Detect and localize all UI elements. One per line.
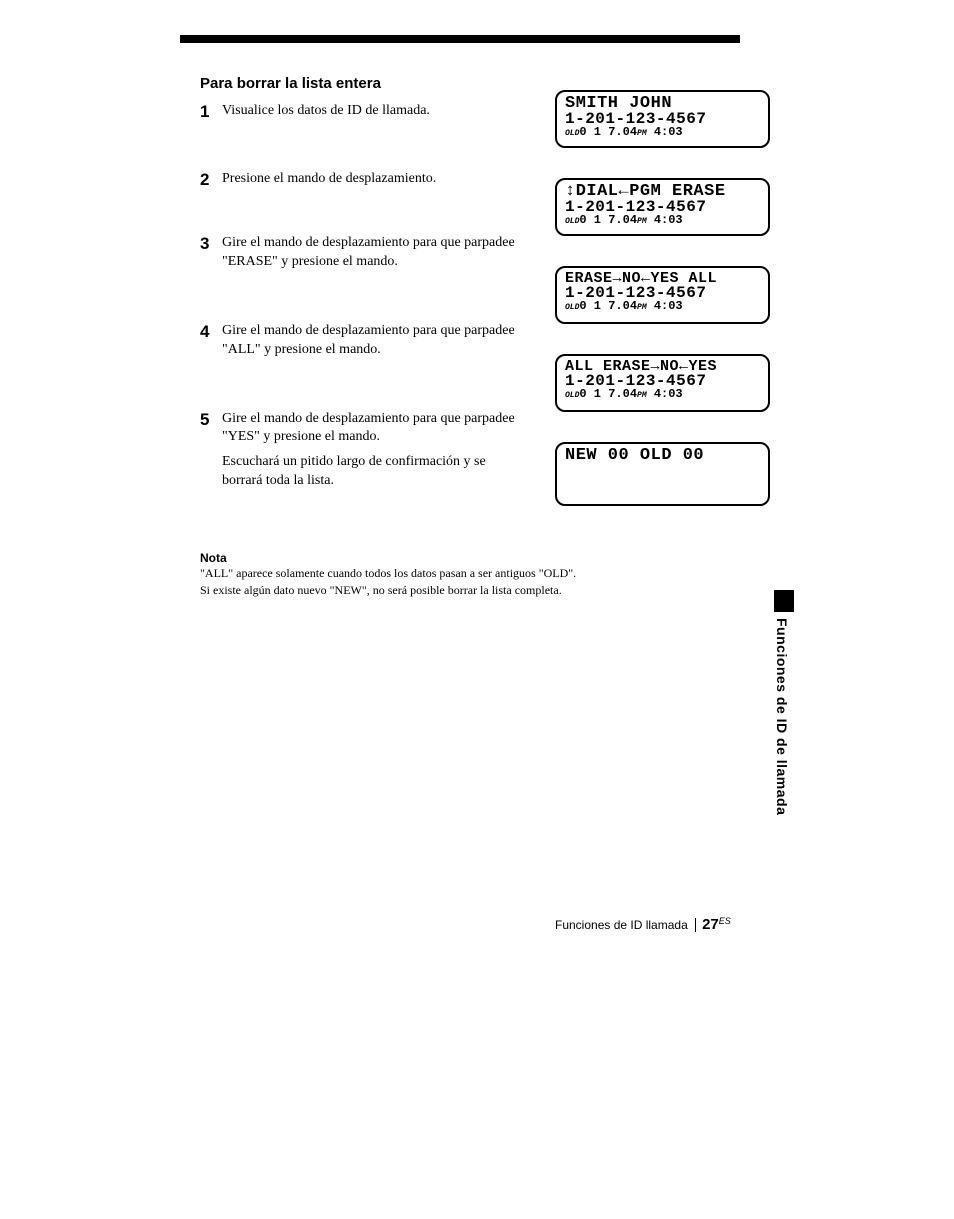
lcd-old-label: OLD xyxy=(565,217,579,226)
lcd-pm-label: PM xyxy=(637,303,647,312)
lcd-display-2: ↕DIAL←PGM ERASE 1-201-123-4567 OLD0 1 7.… xyxy=(555,178,770,236)
side-label: Funciones de ID de llamada xyxy=(774,618,790,815)
lcd-display-1: SMITH JOHN 1-201-123-4567 OLD0 1 7.04PM … xyxy=(555,90,770,148)
lcd-line3d: 4:03 xyxy=(647,387,683,401)
lcd-line3b: 0 1 7.04 xyxy=(579,387,637,401)
step-number: 3 xyxy=(200,234,222,254)
lcd-line3: OLD0 1 7.04PM 4:03 xyxy=(565,126,760,138)
footer-text: Funciones de ID llamada xyxy=(555,918,688,932)
lcd-pm-label: PM xyxy=(637,129,647,138)
note-title: Nota xyxy=(200,551,770,565)
note-body-2: Si existe algún dato nuevo "NEW", no ser… xyxy=(200,582,770,599)
lcd-line3b: 0 1 7.04 xyxy=(579,299,637,313)
lcd-line3b: 0 1 7.04 xyxy=(579,125,637,139)
lcd-display-4: ALL ERASE→NO←YES 1-201-123-4567 OLD0 1 7… xyxy=(555,354,770,412)
lcd-line3: OLD0 1 7.04PM 4:03 xyxy=(565,214,760,226)
step-text: Gire el mando de desplazamiento para que… xyxy=(222,234,522,272)
lcd-line3d: 4:03 xyxy=(647,125,683,139)
lcd-old-label: OLD xyxy=(565,391,579,400)
footer-divider: 27ES xyxy=(695,918,731,932)
step-number: 2 xyxy=(200,170,222,190)
tab-marker xyxy=(774,590,794,612)
lcd-pm-label: PM xyxy=(637,217,647,226)
side-tab: Funciones de ID de llamada xyxy=(774,590,794,815)
lcd-line3d: 4:03 xyxy=(647,299,683,313)
step-text: Visualice los datos de ID de llamada. xyxy=(222,102,522,121)
page-footer: Funciones de ID llamada 27ES xyxy=(555,916,731,933)
step-text: Gire el mando de desplazamiento para que… xyxy=(222,322,522,360)
note-body-1: "ALL" aparece solamente cuando todos los… xyxy=(200,565,770,582)
step5-main: Gire el mando de desplazamiento para que… xyxy=(222,411,515,445)
top-black-bar xyxy=(180,35,740,43)
lcd-old-label: OLD xyxy=(565,129,579,138)
step5-extra: Escuchará un pitido largo de confirmació… xyxy=(222,454,486,488)
lcd-display-column: SMITH JOHN 1-201-123-4567 OLD0 1 7.04PM … xyxy=(555,90,775,536)
lcd-line3: OLD0 1 7.04PM 4:03 xyxy=(565,300,760,312)
lcd-line3: OLD0 1 7.04PM 4:03 xyxy=(565,388,760,400)
lcd-line3b: 0 1 7.04 xyxy=(579,213,637,227)
step-number: 1 xyxy=(200,102,222,122)
step-number: 5 xyxy=(200,410,222,430)
page-suffix: ES xyxy=(719,916,731,926)
step-text: Presione el mando de desplazamiento. xyxy=(222,170,522,189)
step-text: Gire el mando de desplazamiento para que… xyxy=(222,410,522,492)
lcd-line1: NEW 00 OLD 00 xyxy=(565,447,760,464)
page-number: 27 xyxy=(702,916,719,933)
lcd-display-3: ERASE→NO←YES ALL 1-201-123-4567 OLD0 1 7… xyxy=(555,266,770,324)
lcd-pm-label: PM xyxy=(637,391,647,400)
lcd-line3d: 4:03 xyxy=(647,213,683,227)
note-section: Nota "ALL" aparece solamente cuando todo… xyxy=(200,551,770,599)
lcd-display-5: NEW 00 OLD 00 xyxy=(555,442,770,506)
lcd-old-label: OLD xyxy=(565,303,579,312)
step-number: 4 xyxy=(200,322,222,342)
